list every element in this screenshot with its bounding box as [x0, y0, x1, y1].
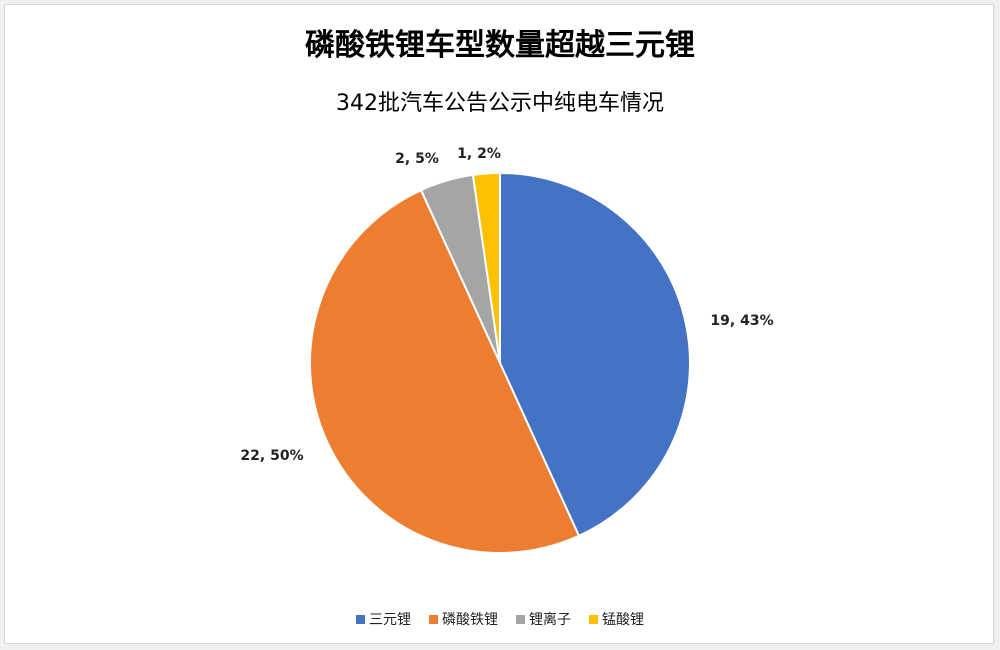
legend-swatch	[516, 614, 525, 624]
chart-subtitle: 342批汽车公告公示中纯电车情况	[336, 91, 664, 116]
data-label-4: 1, 2%	[457, 146, 501, 162]
chart-legend: 三元锂 磷酸铁锂 锂离子 锰酸锂	[0, 609, 1000, 629]
legend-label: 三元锂	[369, 612, 411, 628]
legend-label: 磷酸铁锂	[442, 612, 498, 628]
data-label-1: 19, 43%	[710, 313, 773, 329]
legend-swatch	[589, 614, 598, 624]
legend-label: 锰酸锂	[602, 612, 644, 628]
legend-item-3: 锂离子	[516, 609, 571, 629]
legend-label: 锂离子	[529, 612, 571, 628]
pie-slice-2	[309, 188, 581, 554]
pie-slices	[309, 171, 691, 554]
legend-item-2: 磷酸铁锂	[429, 609, 498, 629]
legend-swatch	[429, 614, 438, 624]
data-label-3: 2, 5%	[395, 151, 439, 167]
legend-item-1: 三元锂	[356, 609, 411, 629]
pie-slice-1	[499, 171, 691, 538]
pie-data-labels: 19, 43% 22, 50% 2, 5% 1, 2%	[240, 146, 773, 464]
chart-title: 磷酸铁锂车型数量超越三元锂	[305, 28, 695, 63]
pie-slice-4	[471, 171, 501, 364]
legend-swatch	[356, 614, 365, 624]
legend-item-4: 锰酸锂	[589, 609, 644, 629]
data-label-2: 22, 50%	[240, 448, 303, 464]
